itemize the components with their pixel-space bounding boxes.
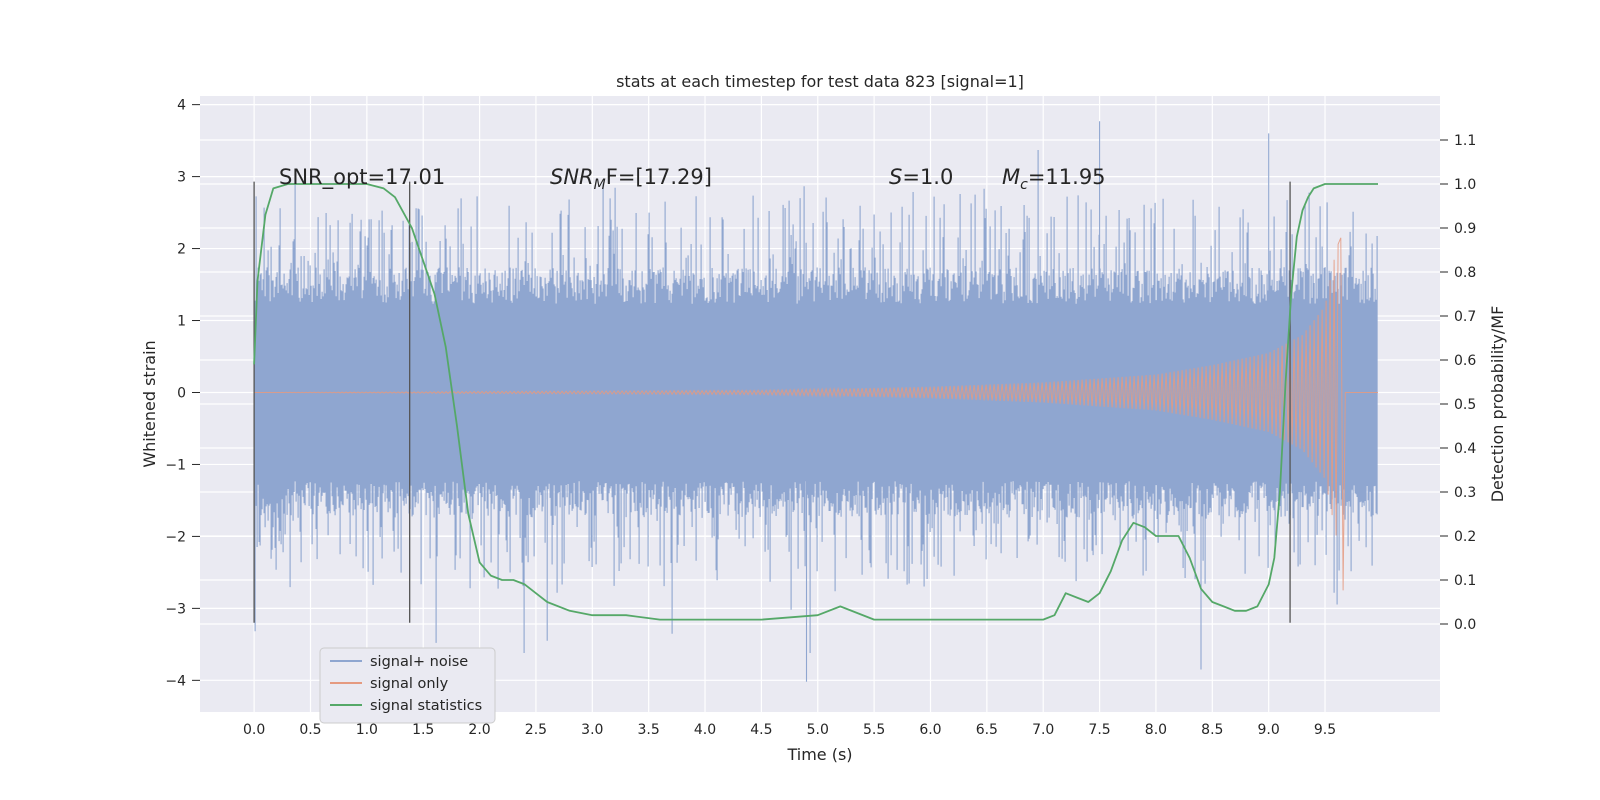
y-left-tick-label: 1	[177, 314, 186, 330]
x-tick-label: 9.5	[1314, 722, 1336, 738]
y-right-tick-label: 0.4	[1454, 441, 1476, 457]
y-left-tick-label: 3	[177, 170, 186, 186]
x-tick-label: 5.5	[863, 722, 885, 738]
signal-only-line	[254, 237, 1378, 591]
y-right-tick-label: 0.5	[1454, 397, 1476, 413]
chart-title: stats at each timestep for test data 823…	[616, 72, 1024, 91]
y-right-tick-label: 0.7	[1454, 309, 1476, 325]
x-tick-label: 4.5	[750, 722, 772, 738]
y-right-tick-label: 1.0	[1454, 177, 1476, 193]
signal-statistics-line	[253, 183, 1378, 621]
y-left-tick-label: 2	[177, 242, 186, 258]
signal-statistics-series	[253, 183, 1378, 621]
x-tick-label: 0.5	[299, 722, 321, 738]
y-left-tick-label: −4	[165, 673, 186, 689]
x-tick-label: 3.0	[581, 722, 603, 738]
annotation-mc: Mc=11.95	[1002, 165, 1106, 193]
y-right-tick-label: 0.9	[1454, 221, 1476, 237]
signal-only-series	[254, 237, 1378, 591]
x-axis-label: Time (s)	[786, 745, 852, 764]
annotation-snr-opt: SNR_opt=17.01	[279, 165, 445, 190]
y-right-tick-label: 0.8	[1454, 265, 1476, 281]
y-left-tick-label: 4	[177, 98, 186, 114]
y-left-tick-label: −3	[165, 601, 186, 617]
legend: signal+ noise signal only signal statist…	[319, 647, 496, 724]
x-axis-ticks: 0.0 0.5 1.0 1.5 2.0 2.5 3.0 3.5 4.0 4.5 5.0 5.5 6.0 6…	[243, 722, 1336, 738]
legend-label-signal: signal only	[370, 676, 449, 692]
x-tick-label: 0.0	[243, 722, 265, 738]
x-tick-label: 8.5	[1201, 722, 1223, 738]
y-right-axis-label: Detection probability/MF	[1488, 306, 1507, 503]
x-tick-label: 4.0	[694, 722, 716, 738]
annotation-s: S=1.0	[889, 165, 953, 189]
x-tick-label: 1.5	[412, 722, 434, 738]
y-left-tick-label: 0	[177, 385, 186, 401]
x-tick-label: 5.0	[807, 722, 829, 738]
annotation-snr-mf: SNRMF=[17.29]	[550, 165, 712, 193]
y-left-tick-label: −2	[165, 529, 186, 545]
y-right-tick-label: 0.0	[1454, 617, 1476, 633]
y-right-axis-ticks: 1.1 1.0 0.9 0.8 0.7 0.6 0.5 0.4 0.3 0.2 0.1 0.0	[1440, 133, 1476, 633]
y-left-axis-ticks: 4 3 2 1 0 −1 −2 −3 −4	[165, 98, 200, 689]
y-right-tick-label: 0.6	[1454, 353, 1476, 369]
x-tick-label: 3.5	[638, 722, 660, 738]
x-tick-label: 8.0	[1145, 722, 1167, 738]
x-tick-label: 1.0	[356, 722, 378, 738]
x-tick-label: 6.5	[976, 722, 998, 738]
x-tick-label: 9.0	[1258, 722, 1280, 738]
legend-label-noise: signal+ noise	[370, 654, 468, 670]
legend-box	[319, 647, 496, 724]
y-left-tick-label: −1	[165, 457, 186, 473]
y-right-tick-label: 0.1	[1454, 573, 1476, 589]
x-tick-label: 7.5	[1088, 722, 1110, 738]
y-left-axis-label: Whitened strain	[140, 340, 159, 467]
x-tick-label: 7.0	[1032, 722, 1054, 738]
x-tick-label: 2.0	[468, 722, 490, 738]
x-tick-label: 6.0	[919, 722, 941, 738]
y-right-tick-label: 1.1	[1454, 133, 1476, 149]
y-right-tick-label: 0.2	[1454, 529, 1476, 545]
x-tick-label: 2.5	[525, 722, 547, 738]
vertical-markers	[253, 181, 1291, 623]
legend-label-stats: signal statistics	[370, 698, 482, 714]
y-right-tick-label: 0.3	[1454, 485, 1476, 501]
